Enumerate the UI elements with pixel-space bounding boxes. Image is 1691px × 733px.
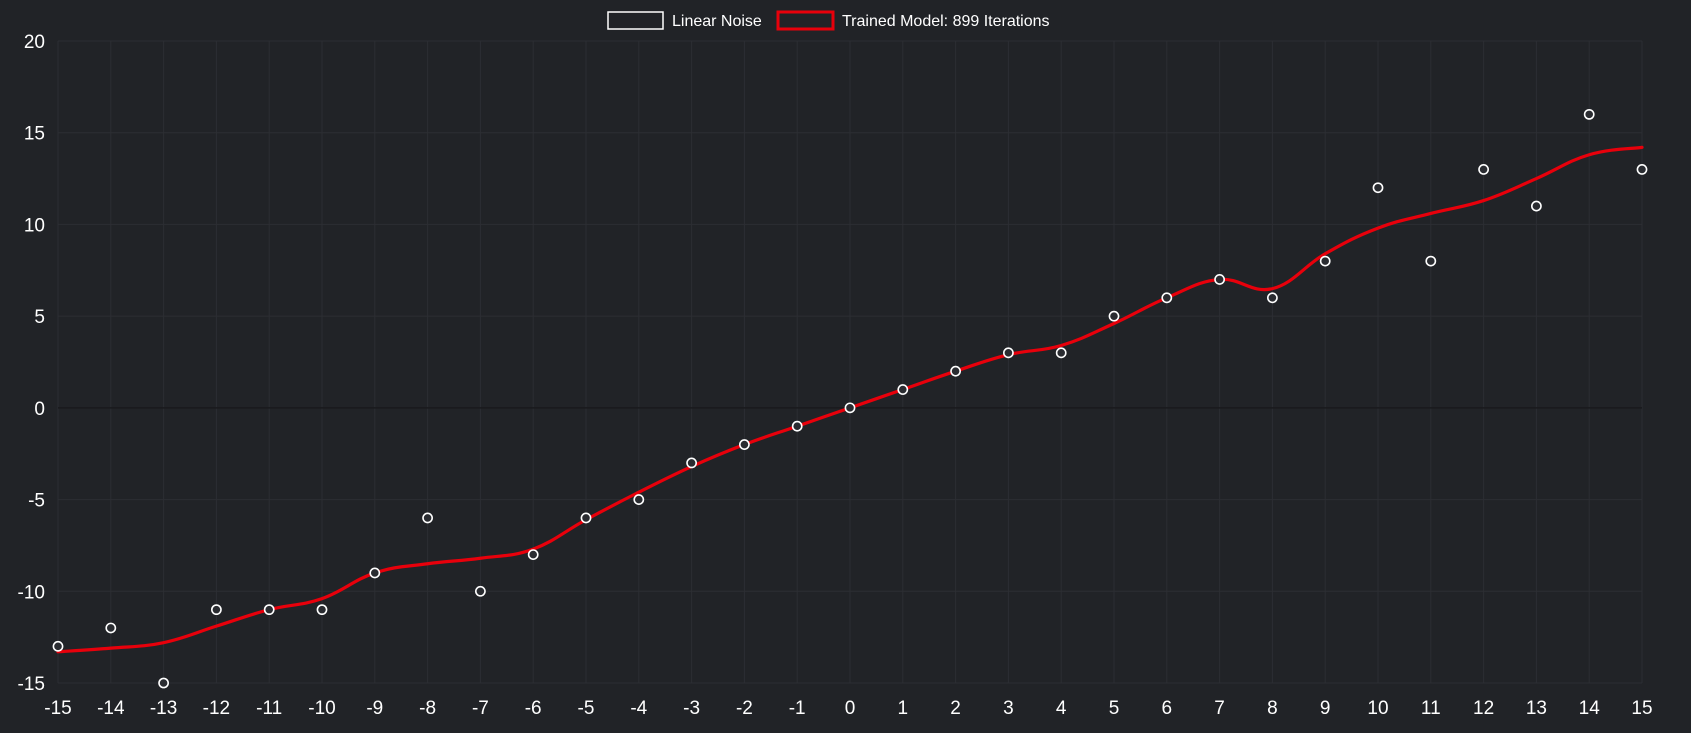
x-tick-label: 9 [1320, 698, 1331, 719]
grid [57, 40, 1643, 684]
y-tick-label: -5 [28, 491, 45, 512]
noise-point[interactable] [950, 365, 961, 377]
noise-point[interactable] [105, 622, 117, 634]
noise-point[interactable] [1319, 255, 1331, 267]
x-tick-label: -10 [308, 698, 335, 719]
x-tick-label: -8 [419, 698, 436, 719]
noise-point[interactable] [1214, 274, 1225, 285]
noise-point[interactable] [844, 402, 856, 414]
x-tick-label: -7 [472, 698, 489, 719]
legend-item-linear-noise[interactable]: Linear Noise [607, 11, 762, 30]
x-tick-label: -1 [789, 698, 806, 719]
noise-point[interactable] [422, 512, 433, 524]
x-tick-label: -11 [256, 698, 282, 719]
x-tick-label: -4 [630, 698, 647, 719]
x-tick-label: 12 [1473, 698, 1494, 719]
y-tick-label: -15 [18, 674, 45, 695]
x-tick-label: 7 [1214, 698, 1225, 719]
noise-point[interactable] [897, 384, 909, 395]
x-tick-label: -3 [683, 698, 700, 719]
noise-point[interactable] [158, 677, 169, 689]
y-tick-label: 0 [34, 399, 45, 420]
noise-point[interactable] [52, 640, 64, 652]
noise-point[interactable] [1531, 200, 1542, 212]
x-tick-label: 8 [1267, 698, 1278, 719]
x-tick-label: 1 [898, 698, 909, 719]
noise-point[interactable] [1267, 292, 1278, 304]
x-tick-label: -5 [578, 698, 595, 719]
x-tick-label: 10 [1367, 698, 1388, 719]
noise-point[interactable] [580, 512, 592, 524]
noise-point[interactable] [527, 549, 539, 560]
noise-point[interactable] [686, 457, 697, 469]
x-tick-label: 13 [1526, 698, 1547, 719]
noise-point[interactable] [1478, 163, 1489, 175]
noise-point[interactable] [1372, 182, 1384, 194]
noise-point[interactable] [739, 439, 750, 450]
legend-label-trained-model: Trained Model: 899 Iterations [842, 13, 1050, 30]
legend-label-linear-noise: Linear Noise [672, 13, 762, 30]
y-axis-ticks: 20 15 10 5 0 -5 -10 -15 [18, 32, 45, 695]
x-tick-label: -14 [97, 698, 125, 719]
noise-point[interactable] [210, 604, 222, 616]
x-tick-label: 5 [1109, 698, 1120, 719]
x-axis-ticks: -15 -14 -13 -12 -11 -10 -9 -8 -7 -6 -5 -4 -3 -2 -1 0 1 2 3… [44, 698, 1652, 719]
x-tick-label: -6 [525, 698, 542, 719]
noise-point[interactable] [633, 494, 645, 505]
x-tick-label: -15 [44, 698, 71, 719]
x-tick-label: 0 [845, 698, 856, 719]
x-tick-label: 14 [1579, 698, 1601, 719]
noise-point[interactable] [1055, 347, 1067, 359]
noise-point[interactable] [1108, 310, 1120, 322]
noise-point[interactable] [791, 420, 803, 432]
noise-point[interactable] [369, 567, 381, 579]
x-tick-label: -9 [366, 698, 383, 719]
legend-swatch-linear-noise [607, 11, 664, 30]
noise-point[interactable] [1003, 347, 1014, 359]
legend-item-trained-model[interactable]: Trained Model: 899 Iterations [776, 10, 1050, 31]
noise-point[interactable] [263, 604, 275, 616]
x-tick-label: -13 [150, 698, 177, 719]
x-tick-label: 15 [1631, 698, 1652, 719]
x-tick-label: 3 [1003, 698, 1014, 719]
y-tick-label: 10 [24, 215, 45, 236]
noise-point[interactable] [1425, 255, 1437, 267]
y-tick-label: 20 [24, 32, 45, 53]
x-tick-label: 4 [1056, 698, 1067, 719]
y-tick-label: -10 [18, 582, 45, 603]
legend: Linear Noise Trained Model: 899 Iteratio… [607, 10, 1050, 31]
x-tick-label: -2 [736, 698, 753, 719]
noise-point[interactable] [474, 585, 486, 597]
legend-swatch-trained-model [776, 10, 835, 31]
noise-point[interactable] [316, 604, 328, 616]
x-tick-label: 11 [1421, 698, 1441, 719]
y-tick-label: 15 [24, 124, 45, 145]
x-tick-label: 2 [950, 698, 961, 719]
noise-point[interactable] [1583, 108, 1595, 120]
x-tick-label: -12 [203, 698, 230, 719]
noise-point[interactable] [1161, 292, 1173, 304]
x-tick-label: 6 [1162, 698, 1173, 719]
noise-point[interactable] [1636, 163, 1648, 175]
y-tick-label: 5 [34, 307, 45, 328]
noise-points-layer [52, 108, 1648, 689]
